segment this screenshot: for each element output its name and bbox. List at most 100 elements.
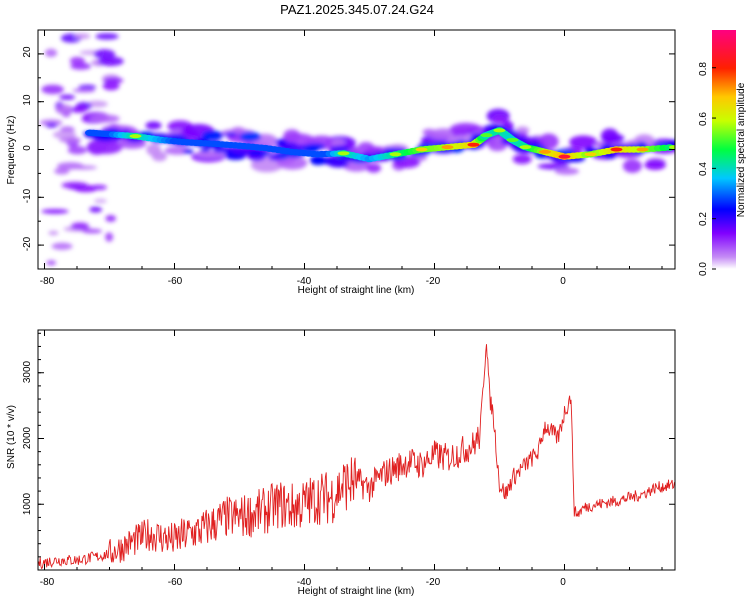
spectrogram-peak bbox=[610, 147, 623, 152]
spectrogram-noise-patch bbox=[41, 208, 69, 214]
snr-x-tick-labels: -80 -60 -40 -20 0 bbox=[40, 577, 566, 588]
snr-xtick-label: -20 bbox=[426, 577, 441, 588]
spectrogram-noise-patch bbox=[93, 198, 107, 204]
colorbar-tick-label: 0.8 bbox=[698, 62, 709, 76]
colorbar-ticks bbox=[712, 67, 716, 270]
spectrogram-band-patch bbox=[275, 138, 288, 146]
snr-panel: -80 -60 -40 -20 0 1000 2000 3000 Height … bbox=[6, 329, 676, 597]
spec-xtick-label: -40 bbox=[297, 276, 312, 287]
spectrogram-noise-patch bbox=[105, 232, 114, 242]
spectrogram-band-patch bbox=[246, 149, 265, 156]
colorbar-tick-label: 0.4 bbox=[698, 162, 709, 176]
spectrogram-peak bbox=[558, 154, 571, 159]
spectrogram-band-patch bbox=[239, 131, 262, 142]
spectrogram-noise-patch bbox=[46, 260, 57, 266]
colorbar-label: Normalized spectral amplitude bbox=[736, 82, 747, 217]
spectrogram-peak bbox=[467, 142, 480, 147]
spectrogram-noise-patch bbox=[105, 214, 117, 222]
spectrogram-halo-patch bbox=[537, 163, 570, 170]
spectrogram-peak bbox=[129, 134, 142, 139]
spectrogram-noise-patch bbox=[45, 122, 58, 128]
spectrogram-noise-patch bbox=[55, 104, 73, 115]
spec-ytick-label: 20 bbox=[22, 46, 33, 58]
spectrogram-band-patch bbox=[212, 148, 232, 154]
spec-xtick-label: -80 bbox=[40, 276, 55, 287]
spectrogram-halo-patch bbox=[331, 138, 345, 147]
spectrogram-halo-patch bbox=[366, 163, 382, 173]
spectrogram-noise-patch bbox=[70, 106, 87, 113]
spec-ytick-label: 10 bbox=[22, 94, 33, 106]
spectrogram-noise-patch bbox=[61, 181, 88, 189]
snr-ytick-label: 1000 bbox=[22, 492, 33, 515]
spectrogram-ticks bbox=[38, 29, 675, 270]
snr-xtick-label: -80 bbox=[40, 577, 55, 588]
spectrogram-halo-patch bbox=[88, 114, 120, 123]
colorbar-tick-label: 0.6 bbox=[698, 112, 709, 126]
spectrogram-halo-patch bbox=[492, 115, 508, 124]
snr-xtick-label: -60 bbox=[168, 577, 183, 588]
colorbar-tick-label: 0.0 bbox=[698, 262, 709, 276]
spectrogram-noise-patch bbox=[90, 184, 107, 190]
spectrogram-band-patch bbox=[309, 155, 327, 166]
spectrogram-halo-patch bbox=[569, 135, 598, 149]
spectrogram-noise-patch bbox=[93, 49, 116, 60]
spectrogram-noise-patch bbox=[54, 167, 70, 175]
colorbar: 0.0 0.2 0.4 0.6 0.8 Normalized spectral … bbox=[698, 30, 747, 276]
spec-ytick-label: -10 bbox=[22, 188, 33, 203]
spectrogram-peak bbox=[506, 137, 519, 142]
spectrogram-band-patch bbox=[200, 147, 211, 152]
spectrogram-peak bbox=[337, 151, 350, 156]
snr-x-axis-label: Height of straight line (km) bbox=[298, 586, 415, 597]
spectrogram-noise-patch bbox=[51, 242, 73, 250]
spectrogram-halo-patch bbox=[250, 157, 283, 173]
spectrogram-noise-patch bbox=[44, 48, 58, 58]
spec-xtick-label: -60 bbox=[168, 276, 183, 287]
spectrogram-halo-patch bbox=[644, 159, 666, 170]
spectrogram-halo-patch bbox=[88, 140, 123, 155]
spectrogram-band-patch bbox=[329, 146, 351, 152]
snr-y-axis-label: SNR (10 * v/v) bbox=[6, 405, 17, 469]
spectrogram-band-patch bbox=[201, 130, 224, 141]
spectrogram-noise-patch bbox=[67, 146, 88, 155]
spectrogram-peak bbox=[584, 152, 597, 157]
spectrogram-noise-patch bbox=[95, 33, 119, 40]
snr-ytick-label: 2000 bbox=[22, 426, 33, 449]
spectrogram-halo-patch bbox=[554, 167, 580, 175]
spectrogram-halo-patch bbox=[164, 146, 191, 155]
spectrogram-x-tick-labels: -80 -60 -40 -20 0 bbox=[40, 276, 566, 287]
spectrogram-noise-patch bbox=[59, 137, 82, 143]
spectrogram-noise-patch bbox=[103, 77, 124, 84]
snr-ytick-label: 3000 bbox=[22, 360, 33, 383]
spectrogram-halo-patch bbox=[538, 133, 559, 150]
snr-plot-area bbox=[38, 344, 675, 570]
spectrogram-y-tick-labels: -20 -10 0 10 20 bbox=[22, 46, 33, 251]
spectrogram-halo-patch bbox=[622, 159, 642, 173]
colorbar-tick-label: 0.2 bbox=[698, 212, 709, 226]
spectrogram-peak bbox=[441, 145, 454, 150]
spectrogram-halo-patch bbox=[277, 156, 308, 170]
spectrogram-halo-patch bbox=[146, 143, 162, 156]
spectrogram-peak bbox=[389, 152, 402, 157]
snr-frame bbox=[37, 329, 676, 571]
spectrogram-band-patch bbox=[328, 161, 349, 168]
spec-ytick-label: -20 bbox=[22, 236, 33, 251]
spectrogram-peak bbox=[519, 145, 532, 150]
spectrogram-noise-patch bbox=[89, 206, 103, 213]
spectrogram-peak bbox=[415, 147, 428, 152]
snr-xtick-label: -40 bbox=[297, 577, 312, 588]
spectrogram-noise-patch bbox=[70, 222, 90, 230]
spectrogram-noise-patch bbox=[72, 88, 96, 93]
spec-xtick-label: -20 bbox=[426, 276, 441, 287]
spectrogram-peak bbox=[493, 128, 506, 133]
colorbar-gradient bbox=[712, 30, 736, 269]
spectrogram-noise-patch bbox=[52, 130, 77, 139]
spectrogram-peak bbox=[669, 145, 675, 150]
spec-ytick-label: 0 bbox=[22, 145, 33, 151]
spectrogram-band-patch bbox=[224, 132, 238, 137]
spectrogram-band-patch bbox=[182, 149, 194, 154]
snr-xtick-label: 0 bbox=[560, 577, 566, 588]
spectrogram-noise-patch bbox=[82, 228, 103, 234]
spectrogram-blobs bbox=[39, 33, 675, 266]
snr-series-line bbox=[38, 344, 675, 570]
